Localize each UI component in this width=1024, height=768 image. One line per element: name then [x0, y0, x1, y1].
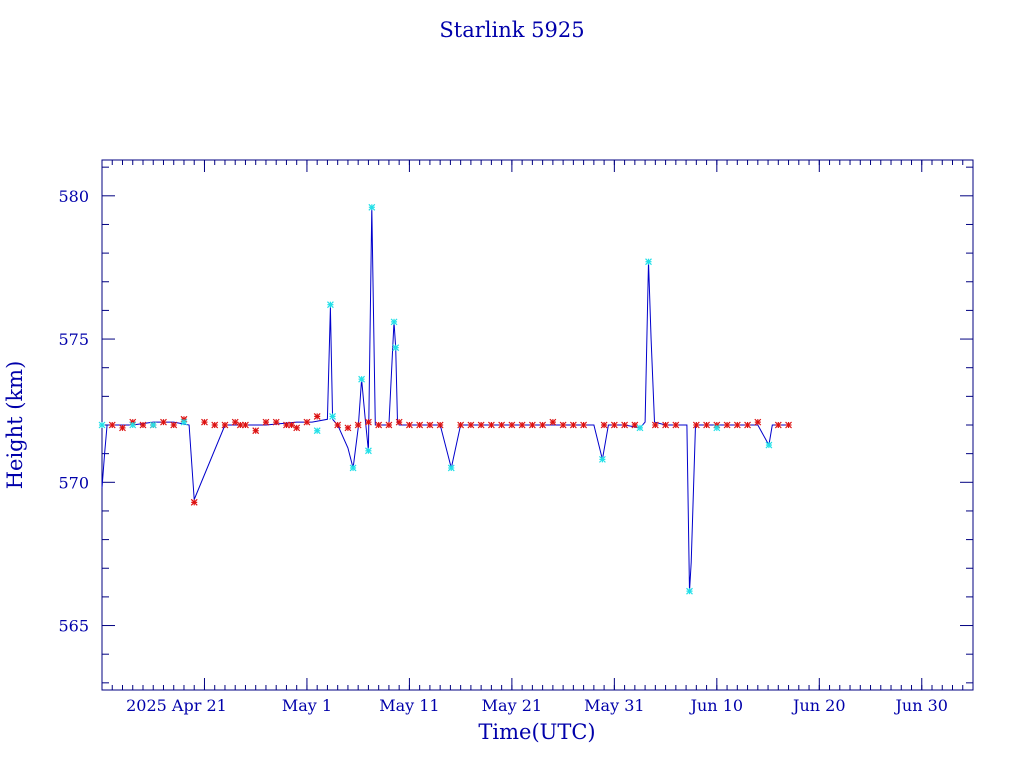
cyan-markers — [98, 203, 773, 595]
y-tick-label: 570 — [58, 473, 89, 492]
x-tick-label: Jun 10 — [689, 696, 743, 715]
data-point-red — [262, 418, 270, 426]
data-point-cyan — [329, 412, 336, 420]
data-point-red — [785, 421, 792, 429]
data-point-red — [108, 421, 116, 429]
data-point-red — [354, 421, 362, 429]
data-point-cyan — [713, 424, 721, 432]
data-point-red — [559, 421, 567, 429]
data-point-cyan — [645, 258, 652, 266]
data-point-red — [436, 421, 444, 429]
x-tick-label: May 31 — [584, 696, 644, 715]
data-point-red — [416, 421, 424, 429]
chart-title: Starlink 5925 — [439, 18, 584, 42]
data-point-red — [754, 418, 762, 426]
data-point-cyan — [358, 375, 366, 383]
data-point-red — [160, 418, 167, 426]
data-point-cyan — [180, 418, 188, 426]
data-point-red — [375, 421, 383, 429]
data-point-red — [139, 421, 147, 429]
data-point-red — [508, 421, 516, 429]
data-point-red — [457, 421, 465, 429]
data-point-cyan — [364, 447, 372, 455]
data-point-red — [487, 421, 495, 429]
data-point-red — [211, 421, 219, 429]
data-point-red — [467, 421, 475, 429]
data-point-red — [662, 421, 670, 429]
data-point-red — [395, 418, 403, 426]
x-tick-label: May 1 — [282, 696, 332, 715]
data-point-red — [703, 421, 711, 429]
data-point-red — [119, 424, 126, 432]
x-tick-label: 2025 Apr 21 — [126, 696, 227, 715]
data-point-red — [549, 418, 557, 426]
series-line — [101, 207, 789, 592]
data-point-cyan — [326, 301, 334, 309]
data-point-red — [610, 421, 618, 429]
data-point-red — [651, 421, 659, 429]
data-point-red — [426, 421, 434, 429]
x-tick-label: Jun 20 — [791, 696, 845, 715]
data-point-red — [344, 424, 352, 432]
y-tick-label: 565 — [58, 617, 89, 636]
data-point-cyan — [392, 344, 400, 352]
y-axis: 565 570 575 580 — [58, 166, 973, 684]
data-point-red — [528, 421, 536, 429]
data-point-red — [385, 421, 393, 429]
data-point-red — [252, 427, 260, 435]
red-markers — [108, 412, 792, 506]
data-point-red — [744, 421, 751, 429]
data-point-red — [405, 421, 413, 429]
data-point-red — [733, 421, 741, 429]
data-point-red — [600, 421, 608, 429]
data-point-cyan — [765, 441, 773, 449]
data-point-red — [272, 418, 280, 426]
y-tick-label: 575 — [58, 330, 89, 349]
x-tick-label: May 21 — [482, 696, 542, 715]
x-tick-label: May 11 — [379, 696, 439, 715]
data-point-red — [539, 421, 547, 429]
data-point-red — [236, 421, 244, 429]
data-point-red — [190, 498, 198, 506]
data-point-cyan — [98, 421, 106, 429]
data-point-cyan — [686, 587, 693, 595]
data-point-red — [692, 421, 700, 429]
data-point-cyan — [349, 464, 357, 472]
data-point-red — [477, 421, 485, 429]
data-point-cyan — [636, 424, 644, 432]
data-point-cyan — [129, 421, 137, 429]
data-point-red — [723, 421, 731, 429]
data-point-red — [313, 412, 321, 420]
data-point-red — [364, 418, 372, 426]
data-point-red — [303, 418, 311, 426]
data-point-red — [283, 421, 290, 429]
data-point-red — [580, 421, 588, 429]
data-point-red — [170, 421, 178, 429]
data-point-cyan — [313, 427, 321, 435]
data-point-cyan — [368, 203, 376, 211]
y-tick-label: 580 — [58, 187, 89, 206]
data-point-red — [242, 421, 249, 429]
y-axis-label: Height (km) — [3, 361, 27, 490]
x-tick-label: Jun 30 — [894, 696, 948, 715]
data-point-red — [334, 421, 342, 429]
data-point-red — [201, 418, 208, 426]
data-point-red — [774, 421, 782, 429]
x-axis-label: Time(UTC) — [478, 720, 595, 744]
data-point-red — [221, 421, 229, 429]
data-point-red — [293, 424, 301, 432]
data-point-red — [498, 421, 506, 429]
data-point-cyan — [390, 318, 398, 326]
x-axis: 2025 Apr 21 May 1 May 11 May 21 May 31 Jun 10… — [111, 160, 964, 715]
data-point-cyan — [598, 455, 606, 463]
data-point-red — [518, 421, 526, 429]
data-point-cyan — [447, 464, 455, 472]
data-point-cyan — [149, 421, 157, 429]
data-point-red — [672, 421, 680, 429]
data-point-red — [569, 421, 577, 429]
data-point-red — [621, 421, 629, 429]
